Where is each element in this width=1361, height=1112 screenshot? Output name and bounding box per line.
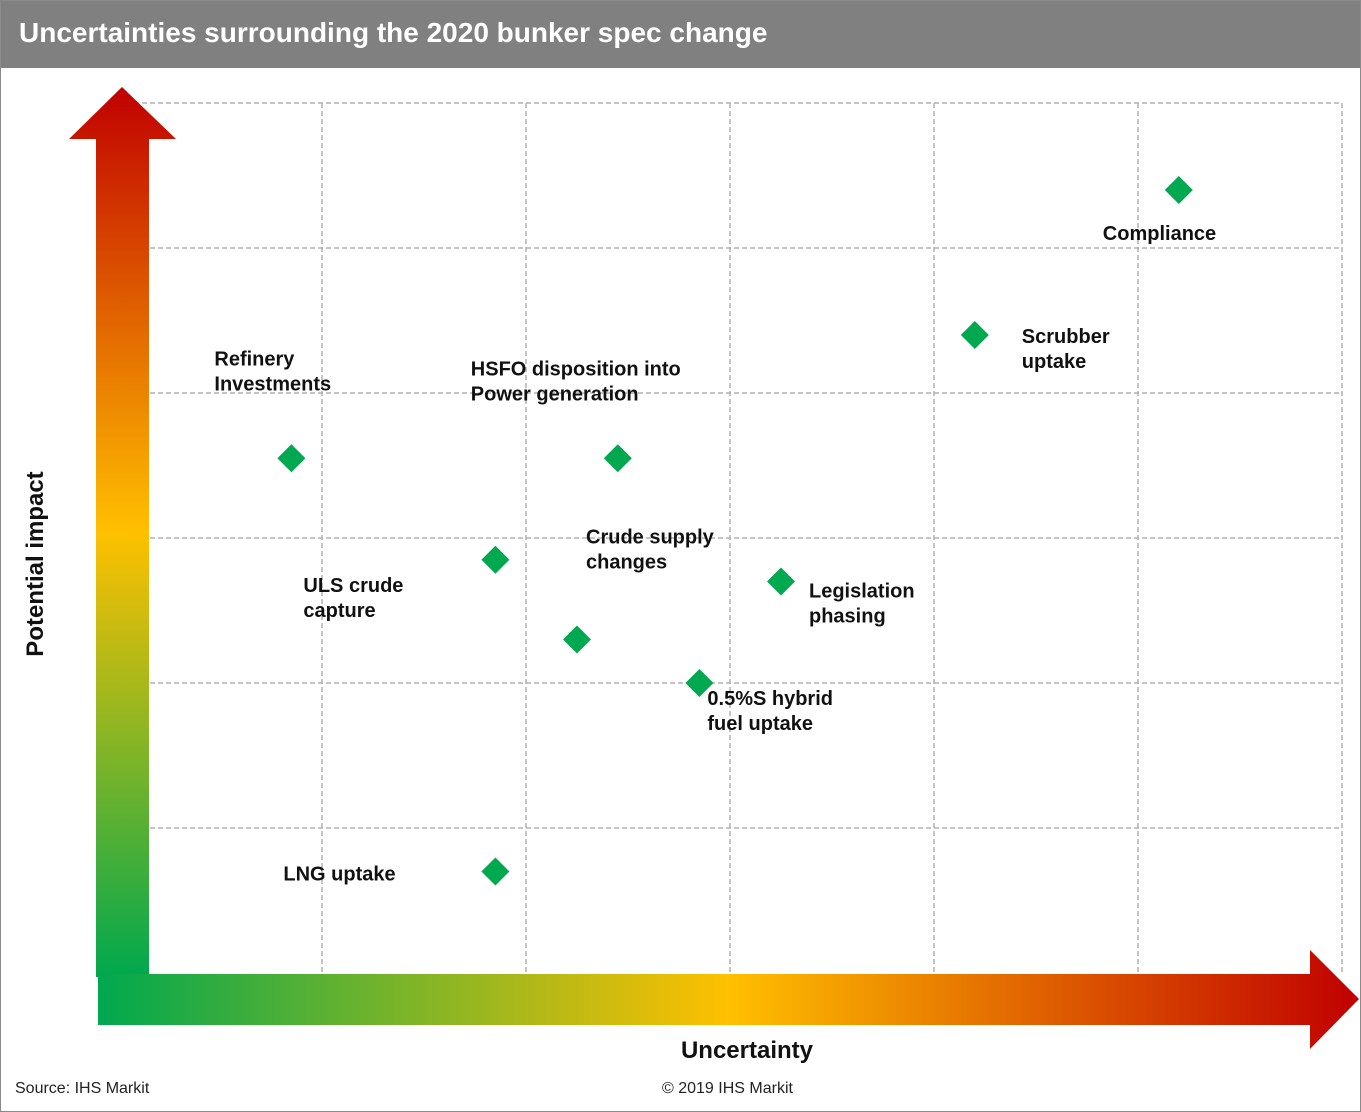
- data-point-label: Compliance: [1103, 223, 1216, 245]
- data-point-label: Legislation phasing: [809, 581, 915, 628]
- data-labels: Compliance Scrubber uptake Refinery Investme…: [214, 223, 1216, 886]
- data-point-label: LNG uptake: [283, 864, 395, 886]
- data-point-label: Scrubber uptake: [1022, 326, 1110, 373]
- footer-source: Source: IHS Markit: [15, 1080, 150, 1097]
- data-point-marker: [767, 567, 795, 596]
- data-point-label: Refinery Investments: [214, 348, 331, 395]
- x-axis-label: Uncertainty: [681, 1037, 814, 1064]
- data-point-marker: [603, 444, 632, 473]
- data-point-label: HSFO disposition into Power generation: [471, 358, 681, 405]
- y-axis-label: Potential impact: [22, 471, 49, 656]
- chart-title: Uncertainties surrounding the 2020 bunke…: [19, 17, 768, 48]
- x-axis-arrow: [98, 950, 1359, 1049]
- grid: [118, 102, 1343, 973]
- data-point-label: ULS crude capture: [303, 575, 403, 622]
- data-point-marker: [960, 321, 989, 349]
- footer-copyright: © 2019 IHS Markit: [662, 1080, 793, 1097]
- data-points: [277, 176, 1193, 886]
- data-point-marker: [685, 669, 714, 697]
- data-point-marker: [481, 857, 510, 886]
- y-axis-arrow: [69, 87, 176, 977]
- data-point-marker: [277, 444, 306, 473]
- data-point-marker: [1164, 176, 1193, 204]
- title-bar: Uncertainties surrounding the 2020 bunke…: [1, 1, 1360, 68]
- data-point-label: Crude supply changes: [586, 527, 715, 574]
- data-point-marker: [563, 625, 591, 654]
- data-point-marker: [481, 545, 510, 574]
- data-point-label: 0.5%S hybrid fuel uptake: [707, 688, 833, 735]
